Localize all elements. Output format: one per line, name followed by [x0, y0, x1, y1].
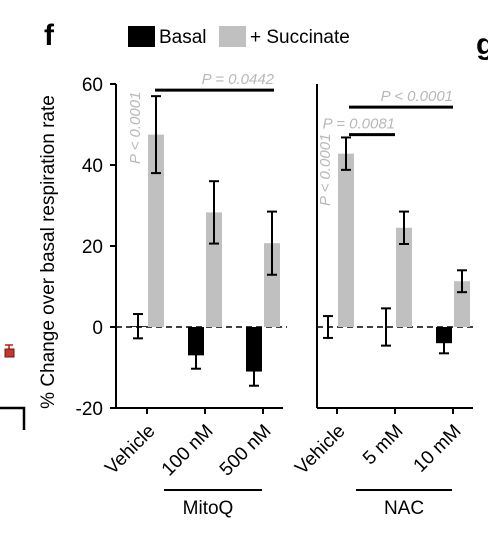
y-tick-labels: 60 40 20 0 -20: [76, 75, 103, 420]
pvalue-label: P < 0.0001: [127, 92, 144, 164]
bar-succinate: [148, 134, 164, 327]
bar-basal: [246, 327, 262, 372]
y-tick-label: 40: [82, 156, 103, 177]
neighbor-axis-corner: [0, 406, 26, 430]
panel-letter-g: g: [476, 28, 488, 61]
bar-succinate: [206, 212, 222, 327]
group-label-nac: NAC: [384, 498, 424, 519]
legend-swatch-basal: [128, 26, 155, 47]
pvalue-label: P < 0.0001: [317, 134, 334, 206]
group-labels: MitoQ NAC: [164, 489, 452, 519]
x-tick-label: Vehicle: [101, 421, 159, 479]
legend-label-succinate: + Succinate: [250, 27, 350, 48]
x-tick-label: 100 nM: [158, 421, 218, 481]
group-label-mitoq: MitoQ: [183, 498, 234, 519]
bar-succinate: [264, 243, 280, 327]
neighbor-panel-fragment: [0, 344, 26, 430]
y-tick-label: 60: [82, 75, 103, 96]
neighbor-marker: [4, 348, 15, 358]
x-tick-label: 500 nM: [216, 421, 276, 481]
pvalue-label: P = 0.0081: [323, 116, 395, 133]
y-axis-label: % Change over basal respiration rate: [38, 95, 59, 409]
legend: Basal + Succinate: [128, 26, 350, 48]
pvalue-label: P < 0.0001: [381, 88, 453, 105]
legend-label-basal: Basal: [159, 27, 207, 48]
plot-area: P < 0.0001 P = 0.0442 P < 0.0001 P < 0.0001…: [110, 71, 477, 414]
bar-succinate: [396, 227, 412, 327]
y-tick-label: 0: [92, 318, 103, 339]
x-tick-labels: Vehicle 100 nM 500 nM Vehicle 5 mM 10 mM: [101, 421, 465, 481]
bar-succinate: [338, 153, 354, 327]
legend-swatch-succinate: [219, 26, 246, 47]
x-tick-label: 5 mM: [359, 421, 407, 469]
pvalue-label: P = 0.0442: [202, 71, 275, 88]
y-tick-label: -20: [76, 399, 103, 420]
y-tick-label: 20: [82, 237, 103, 258]
x-tick-label: 10 mM: [410, 421, 466, 477]
x-tick-label: Vehicle: [291, 421, 349, 479]
panel-letter-f: f: [44, 19, 55, 52]
